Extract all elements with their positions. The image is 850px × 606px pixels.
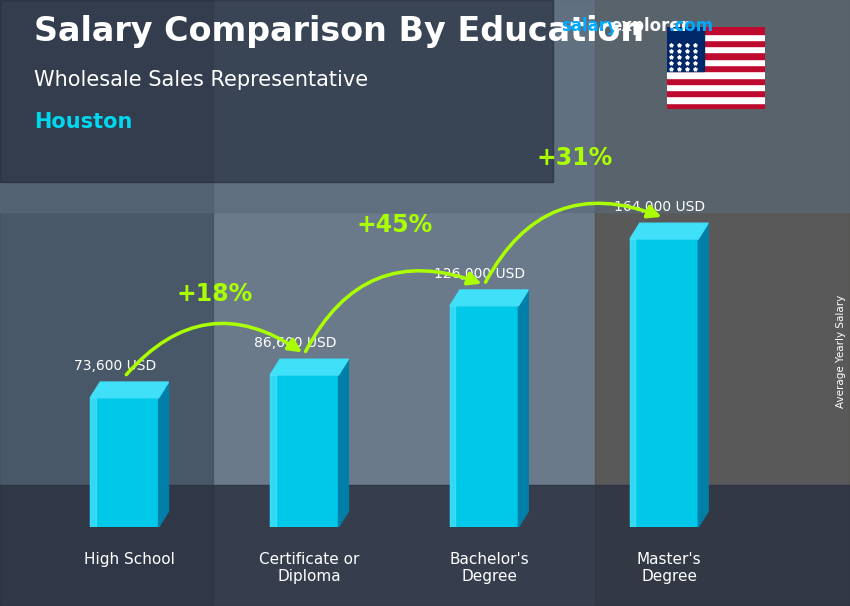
Text: Certificate or
Diploma: Certificate or Diploma (259, 552, 360, 584)
Bar (667, 78, 765, 84)
Text: salary: salary (561, 17, 618, 35)
Polygon shape (450, 306, 456, 527)
Polygon shape (270, 359, 348, 375)
Polygon shape (630, 239, 635, 527)
Text: Average Yearly Salary: Average Yearly Salary (836, 295, 846, 408)
Bar (667, 27, 765, 33)
Bar (90, 398, 159, 527)
Text: 86,600 USD: 86,600 USD (254, 336, 337, 350)
Polygon shape (159, 382, 168, 527)
Bar (667, 96, 765, 103)
Polygon shape (698, 223, 708, 527)
Bar (0, 0, 212, 606)
Bar (270, 375, 338, 527)
Polygon shape (630, 223, 708, 239)
Text: .com: .com (668, 17, 713, 35)
Bar (667, 27, 705, 72)
Text: High School: High School (84, 552, 175, 567)
Text: 126,000 USD: 126,000 USD (434, 267, 525, 281)
Text: explorer: explorer (610, 17, 689, 35)
Text: Master's
Degree: Master's Degree (637, 552, 701, 584)
Bar (667, 90, 765, 96)
Bar (667, 53, 765, 59)
Text: 164,000 USD: 164,000 USD (614, 201, 705, 215)
Polygon shape (90, 398, 96, 527)
Bar (0, 0, 552, 182)
Bar (0, 0, 850, 212)
Text: +31%: +31% (536, 146, 612, 170)
Polygon shape (270, 375, 275, 527)
Text: Bachelor's
Degree: Bachelor's Degree (450, 552, 529, 584)
Bar (667, 40, 765, 46)
Bar (595, 0, 850, 606)
Text: Houston: Houston (34, 112, 133, 132)
Bar (667, 46, 765, 53)
Text: 73,600 USD: 73,600 USD (74, 359, 156, 373)
Polygon shape (450, 290, 528, 306)
Polygon shape (518, 290, 528, 527)
Bar (667, 72, 765, 78)
Bar (667, 84, 765, 90)
Bar (667, 59, 765, 65)
Bar (0, 485, 850, 606)
Bar (667, 65, 765, 72)
Text: +45%: +45% (356, 213, 433, 237)
Text: Salary Comparison By Education: Salary Comparison By Education (34, 15, 644, 48)
Polygon shape (90, 382, 168, 398)
Bar (450, 306, 518, 527)
Bar (667, 103, 765, 109)
Text: Wholesale Sales Representative: Wholesale Sales Representative (34, 70, 368, 90)
Text: +18%: +18% (176, 282, 252, 306)
Bar (630, 239, 698, 527)
Bar (667, 33, 765, 40)
Polygon shape (338, 359, 348, 527)
